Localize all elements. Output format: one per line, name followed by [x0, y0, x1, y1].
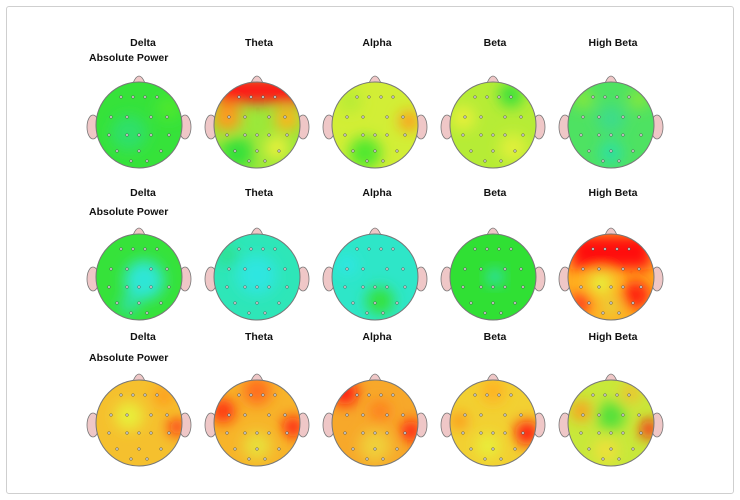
- figure-frame: Delta Theta Alpha Beta High Beta Absolut…: [6, 6, 734, 494]
- band-label-theta: Theta: [244, 37, 273, 49]
- topomap-row1-alpha: [322, 75, 428, 169]
- topomap-row3-beta: [440, 373, 546, 467]
- topomap-row2-beta: [440, 227, 546, 321]
- band-label-theta: Theta: [244, 187, 273, 199]
- band-label-high-beta: High Beta: [588, 331, 638, 343]
- band-label-alpha: Alpha: [362, 37, 392, 49]
- band-label-high-beta: High Beta: [588, 37, 638, 49]
- band-label-delta: Delta: [130, 331, 156, 343]
- topomap-row3-alpha: [322, 373, 428, 467]
- band-label-beta: Beta: [483, 187, 507, 199]
- topomap-row3-theta: [204, 373, 310, 467]
- band-label-delta: Delta: [130, 187, 156, 199]
- topomap-row3-delta: [86, 373, 192, 467]
- topomap-row1-high-beta: [558, 75, 664, 169]
- topomap-row1-beta: [440, 75, 546, 169]
- band-label-beta: Beta: [483, 331, 507, 343]
- topomap-row2-high-beta: [558, 227, 664, 321]
- topomap-row1-theta: [204, 75, 310, 169]
- band-label-high-beta: High Beta: [588, 187, 638, 199]
- topomap-row2-theta: [204, 227, 310, 321]
- topomap-row3-high-beta: [558, 373, 664, 467]
- topomap-row2-alpha: [322, 227, 428, 321]
- band-label-delta: Delta: [130, 37, 156, 49]
- row-subtitle: Absolute Power: [89, 352, 169, 364]
- band-label-theta: Theta: [244, 331, 273, 343]
- band-label-alpha: Alpha: [362, 331, 392, 343]
- band-label-alpha: Alpha: [362, 187, 392, 199]
- row-subtitle: Absolute Power: [89, 52, 169, 64]
- topomap-row1-delta: [86, 75, 192, 169]
- row-subtitle: Absolute Power: [89, 206, 169, 218]
- topomap-row2-delta: [86, 227, 192, 321]
- band-label-beta: Beta: [483, 37, 507, 49]
